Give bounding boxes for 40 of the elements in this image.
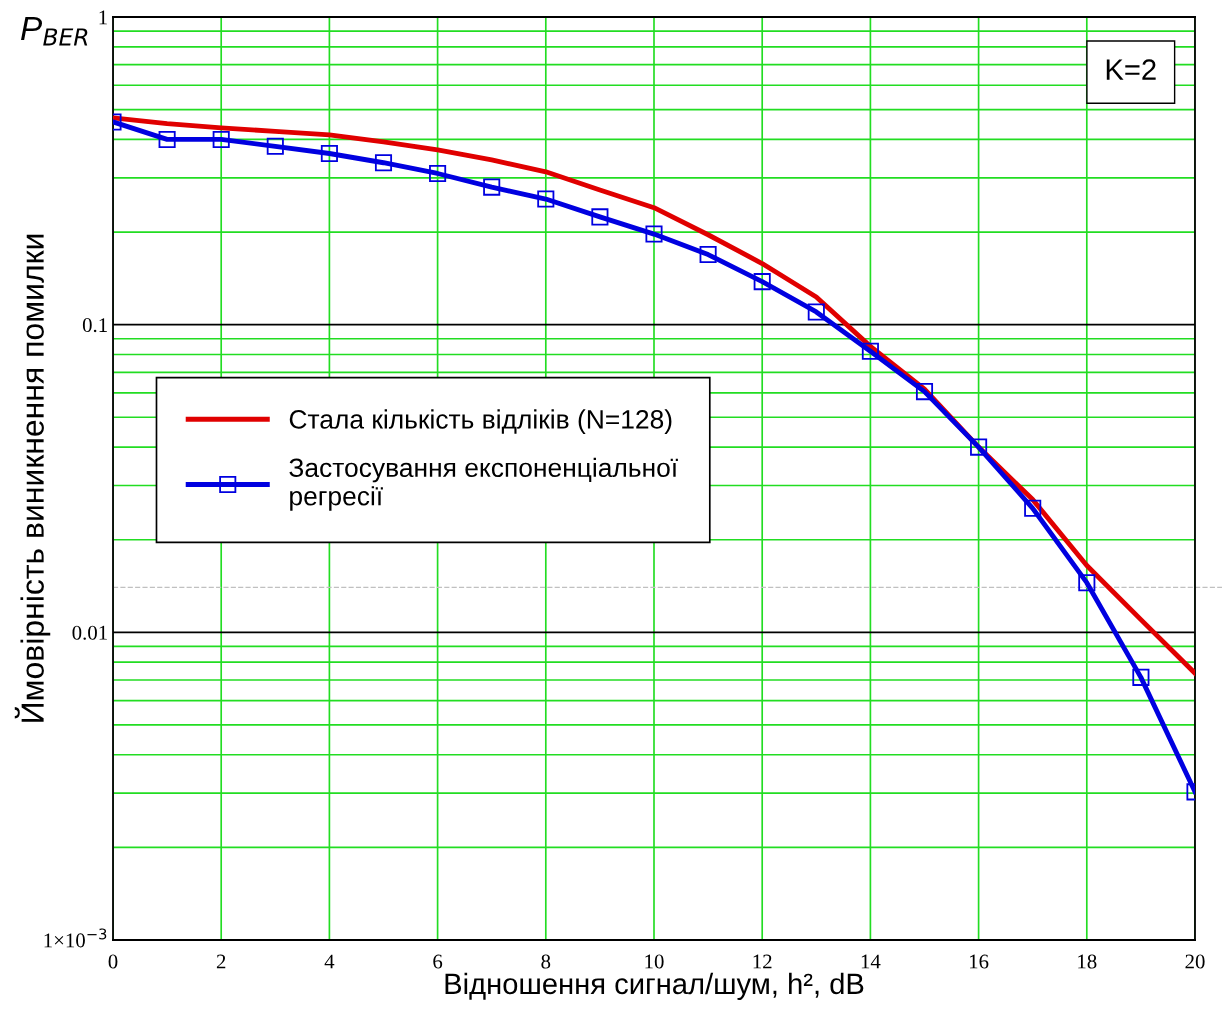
x-tick-label: 0 <box>108 954 118 969</box>
x-tick-label: 20 <box>1185 954 1205 969</box>
legend-label: Стала кількість відліків (N=128) <box>289 409 672 434</box>
point <box>266 137 284 155</box>
point <box>645 225 663 243</box>
point <box>591 208 609 226</box>
x-axis-title: Відношення сигнал/шум, h², dB <box>445 972 864 1000</box>
point <box>212 130 230 148</box>
y-tick-label: 0.01 <box>72 625 107 640</box>
point <box>753 273 771 291</box>
legend-label: Застосування експоненціальної регресії <box>289 457 678 511</box>
point <box>915 383 934 401</box>
y-tick-label: 1 <box>99 10 107 25</box>
x-tick-label: 2 <box>216 954 226 969</box>
annotation: K=2 <box>1106 59 1156 80</box>
y-tick-label: 0.1 <box>82 318 107 333</box>
x-tick-label: 4 <box>324 954 335 969</box>
point <box>970 438 988 456</box>
x-tick-label: 16 <box>970 954 989 969</box>
point <box>1132 668 1150 686</box>
point <box>861 342 879 360</box>
x-tick-label: 8 <box>541 954 551 969</box>
point <box>807 303 825 321</box>
point <box>537 190 555 208</box>
y-tick-label: 1×10$^{−3}$ <box>44 928 107 948</box>
x-tick-label: 6 <box>433 954 443 969</box>
point <box>320 144 338 163</box>
point <box>429 164 447 183</box>
point <box>374 154 393 172</box>
text: P$_{BER}$ <box>21 17 88 46</box>
point <box>483 178 501 196</box>
point <box>158 130 176 148</box>
y-axis-title: Ймовірність виникнення помилки <box>14 234 51 722</box>
x-tick-label: 18 <box>1078 954 1097 969</box>
point <box>1078 574 1096 592</box>
point <box>699 246 717 264</box>
x-tick-label: 12 <box>753 954 772 969</box>
x-tick-label: 14 <box>861 954 881 969</box>
x-tick-label: 10 <box>645 954 664 969</box>
point <box>1024 499 1042 517</box>
